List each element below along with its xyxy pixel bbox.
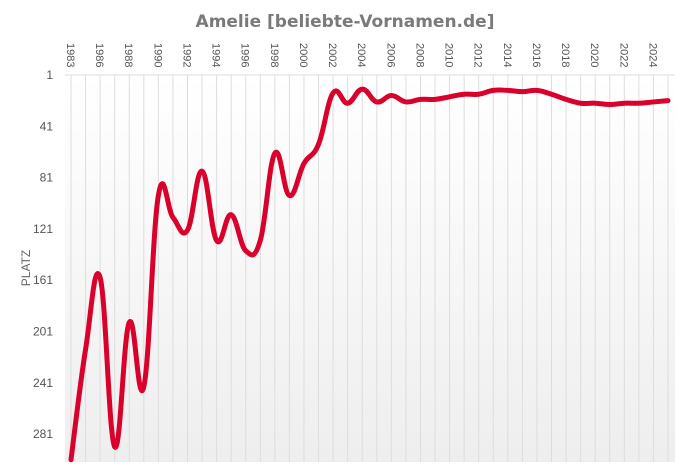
chart-title: Amelie [beliebte-Vornamen.de]: [196, 12, 495, 32]
plot-area: [65, 75, 675, 462]
y-tick-label: 81: [40, 171, 54, 185]
x-tick-label: 2024: [646, 43, 658, 67]
x-tick-label: 2022: [617, 43, 629, 67]
x-tick-label: 1990: [151, 43, 163, 67]
x-tick-label: 1988: [122, 43, 134, 67]
y-tick-label: 201: [33, 325, 53, 339]
series-line-amelie: [68, 86, 671, 463]
y-tick-label: 161: [33, 273, 53, 287]
x-tick-label: 2016: [530, 43, 542, 67]
x-tick-label: 2000: [297, 43, 309, 67]
y-tick-label: 1: [46, 68, 53, 82]
x-tick-label: 2018: [559, 43, 571, 67]
vertical-gridlines: [70, 75, 669, 462]
x-tick-label: 2002: [326, 43, 338, 67]
y-tick-label: 41: [40, 119, 54, 133]
x-tick-label: 2004: [355, 43, 367, 67]
x-tick-label: 1996: [239, 43, 251, 67]
y-tick-label: 121: [33, 222, 53, 236]
x-tick-label: 1986: [93, 43, 105, 67]
x-tick-label: 1994: [210, 43, 222, 67]
x-axis-tick-labels: 1983 1986 1988 1990 1992 1994 1996 1998 2000 2002…: [64, 43, 658, 67]
x-tick-label: 2010: [443, 43, 455, 67]
x-tick-label: 2020: [588, 43, 600, 67]
x-tick-label: 1992: [180, 43, 192, 67]
x-tick-label: 2006: [384, 43, 396, 67]
x-tick-label: 2012: [472, 43, 484, 67]
x-tick-label: 2008: [413, 43, 425, 67]
y-tick-label: 241: [33, 376, 53, 390]
x-tick-label: 2014: [501, 43, 513, 67]
x-tick-label: 1998: [268, 43, 280, 67]
x-tick-label: 1983: [64, 43, 76, 67]
y-axis-tick-labels: 1 41 81 121 161 201 241 281: [33, 68, 53, 441]
y-tick-label: 281: [33, 427, 53, 441]
y-axis-label: PLATZ: [19, 250, 33, 286]
